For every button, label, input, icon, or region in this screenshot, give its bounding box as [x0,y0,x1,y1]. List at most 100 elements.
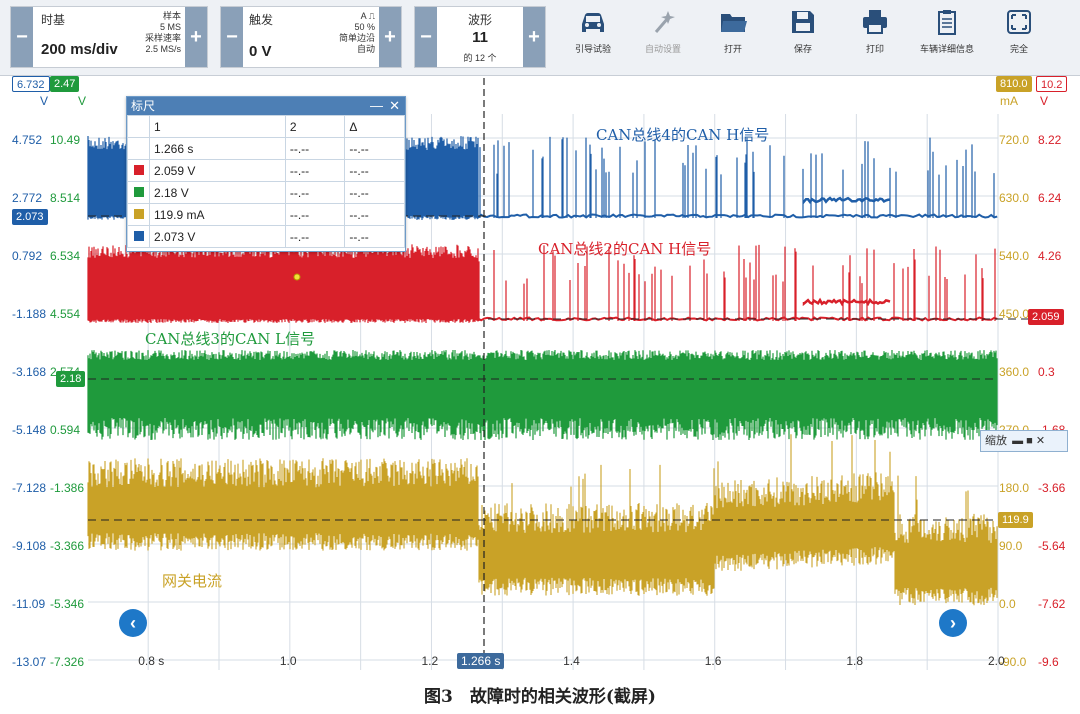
time-axis-label: 1.8 [846,654,864,668]
zoom-restore-icon[interactable]: ■ [1026,435,1033,447]
left-axis-b-label: -7.326 [50,655,85,669]
right-unit-a: mA [1000,94,1018,108]
toolbar: − 时基 200 ms/div 样本 5 MS 采样速率 2.5 MS/s + … [0,0,1080,76]
ruler-value-1: 119.9 mA [149,203,286,226]
ruler-close-icon[interactable]: ✕ [389,98,400,113]
trigger-decrease-button[interactable]: − [221,7,243,67]
zoom-label: 缩放 [985,435,1007,447]
zoom-minimize-icon[interactable]: ▬ [1012,435,1024,447]
ruler-value-delta: --.-- [344,159,405,182]
ruler-table: 1 2 Δ 1.266 s --.-- --.-- 2.059 V --.-- --.--… [127,115,405,248]
left-unit-a: V [40,94,49,108]
left-axis-a-label: -3.168 [12,365,47,379]
scroll-right-button[interactable]: › [939,609,967,637]
timebase-control[interactable]: − 时基 200 ms/div 样本 5 MS 采样速率 2.5 MS/s + [10,6,208,68]
right-axis-b-label: 6.24 [1038,191,1062,205]
channel-c-marker[interactable]: 2.18 [56,371,86,387]
right-axis-b-label: -5.64 [1038,539,1066,553]
channel-b-trace-segment [802,297,891,307]
waveform-control[interactable]: − 波形 11 的 12 个 + [414,6,546,68]
right-axis-a-label: 630.0 [999,191,1030,205]
zoom-panel[interactable]: 缩放 ▬ ■ ✕ [980,430,1068,452]
right-axis-a-label: 540.0 [999,249,1030,263]
rising-edge-icon: ⎍ [368,11,375,21]
trigger-control[interactable]: − 触发 0 V A ⎍ 50 % 简单边沿 自动 + [220,6,402,68]
time-axis-label: 2.0 [988,654,1005,668]
ruler-row: 2.059 V --.-- --.-- [127,159,405,182]
left-axis-b-label: 0.594 [50,423,81,437]
right-axis-b-label: -9.6 [1038,655,1059,669]
scroll-left-button[interactable]: ‹ [119,609,147,637]
right-axis-b-label: 8.22 [1038,133,1062,147]
left-axis-a-label: -11.09 [12,597,46,611]
car-icon [582,13,604,32]
waveform-next-button[interactable]: + [523,7,545,67]
auto-setup-button[interactable]: 自动设置 [630,8,696,68]
ruler-row: 119.9 mA --.-- --.-- [127,203,405,226]
ruler-minimize-icon[interactable]: — [370,98,383,113]
left-unit-b: V [78,94,87,108]
ruler-value-1: 1.266 s [149,137,286,160]
right-axis-b-label: 4.26 [1038,249,1062,263]
time-axis-label: 1.4 [563,654,580,668]
ruler-header-row: 1 2 Δ [127,115,405,138]
trigger-level: 50 % [354,22,375,32]
ruler-value-2: --.-- [284,203,346,226]
channel-swatch [133,186,144,197]
timebase-increase-button[interactable]: + [185,7,207,67]
ruler-header[interactable]: 标尺 — ✕ [127,97,405,115]
cursor-time-tag[interactable]: 1.266 s [457,653,505,669]
trigger-increase-button[interactable]: + [379,7,401,67]
ruler-value-1: 2.073 V [149,225,286,248]
timebase-title: 时基 [41,13,66,27]
left-axis-a-label: -9.108 [12,539,47,553]
vehicle-details-button[interactable]: 车辆详细信息 [914,8,980,68]
channel-a-trace-baseline [477,213,998,220]
channel-d-marker[interactable]: 119.9 [998,512,1033,528]
left-axis-a-label: -5.148 [12,423,47,437]
left-axis-a-label: 4.752 [12,133,43,147]
open-button[interactable]: 打开 [700,8,766,68]
ruler-value-2: --.-- [284,225,346,248]
ruler-marker-point[interactable] [293,273,301,281]
channel-a-top-value: 6.732 [12,76,50,92]
guided-test-button[interactable]: 引导试验 [560,8,626,68]
zoom-close-icon[interactable]: ✕ [1035,435,1046,447]
left-axis-b-label: -3.366 [50,539,85,553]
channel-a-marker[interactable]: 2.073 [12,209,48,225]
ruler-value-delta: --.-- [344,225,405,248]
ruler-col-1: 1 [149,115,286,138]
right-axis-b-label: 0.3 [1038,365,1055,379]
channel-b-marker[interactable]: 2.059 [1028,309,1064,325]
timebase-value: 200 ms/div [41,41,118,58]
time-axis-label: 1.6 [704,654,722,668]
chevron-right-icon: › [950,612,956,633]
vehicle-details-label: 车辆详细信息 [919,44,974,54]
channel-c-label: CAN总线3的CAN L信号 [145,330,316,348]
ruler-panel[interactable]: 标尺 — ✕ 1 2 Δ 1.266 s --.-- --.-- 2.059 V --.… [126,96,406,252]
traces [87,136,998,606]
left-axis-b-label: 4.554 [50,307,81,321]
channel-c-trace [87,350,998,440]
print-label: 打印 [865,44,884,54]
channel-b-trace [87,244,996,323]
printer-icon [863,10,887,34]
trigger-value: 0 V [249,43,272,60]
ruler-value-delta: --.-- [344,203,405,226]
save-label: 保存 [793,44,812,54]
right-axis-a-label: 360.0 [999,365,1030,379]
auto-setup-label: 自动设置 [644,44,681,54]
timebase-decrease-button[interactable]: − [11,7,33,67]
left-axis-b-label: -1.386 [50,481,85,495]
channel-swatch [133,164,144,175]
fullscreen-button[interactable]: 完全 [986,8,1052,68]
right-axis-a-label: 180.0 [999,481,1030,495]
waveform-count: 的 12 个 [463,53,497,63]
waveform-index: 11 [472,29,488,46]
save-button[interactable]: 保存 [770,8,836,68]
print-button[interactable]: 打印 [842,8,908,68]
waveform-prev-button[interactable]: − [415,7,437,67]
left-axis-b-label: 6.534 [50,249,81,263]
ruler-value-delta: --.-- [344,181,405,204]
left-axis-b-label: 8.514 [50,191,81,205]
